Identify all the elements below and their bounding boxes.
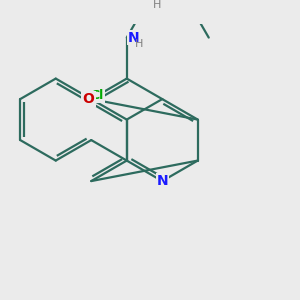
Text: N: N (128, 31, 140, 45)
Text: H: H (153, 0, 161, 10)
Text: Cl: Cl (91, 89, 104, 102)
Text: O: O (82, 92, 94, 106)
Text: N: N (156, 174, 168, 188)
Text: H: H (135, 39, 143, 50)
